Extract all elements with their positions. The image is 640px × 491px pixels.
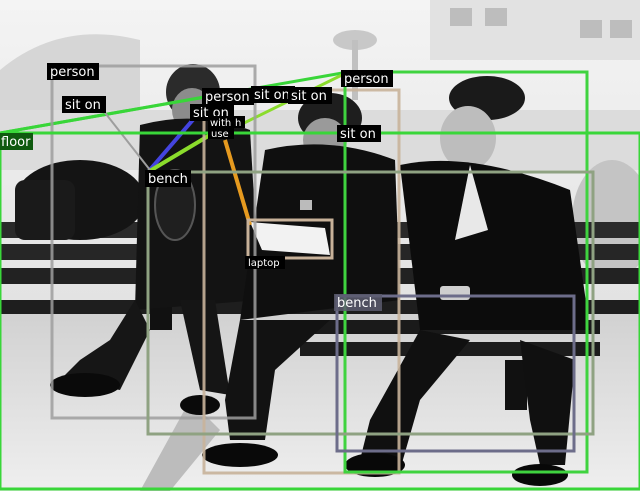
svg-text:bench: bench xyxy=(148,172,188,187)
svg-text:person: person xyxy=(205,90,250,105)
label-floor: floor xyxy=(0,133,33,150)
svg-text:floor: floor xyxy=(1,135,31,150)
label-bench-main: bench xyxy=(145,170,191,187)
svg-text:sit on: sit on xyxy=(340,127,376,142)
bbox-bench-main xyxy=(146,170,595,436)
label-relation-sit-on-1: sit on xyxy=(62,96,106,113)
svg-text:sit on: sit on xyxy=(291,89,327,104)
svg-text:with: with xyxy=(210,118,231,129)
svg-text:laptop: laptop xyxy=(248,258,280,269)
label-laptop: laptop xyxy=(245,256,285,269)
relation-line-person-sit-on-bench-lime xyxy=(146,133,212,174)
svg-text:sit on: sit on xyxy=(65,98,101,113)
svg-text:use: use xyxy=(211,129,229,140)
bbox-floor xyxy=(0,131,640,491)
relation-line-with-laptop xyxy=(223,139,252,226)
label-relation-sit-on-4: sit on xyxy=(288,87,332,104)
bbox-laptop xyxy=(246,218,334,260)
svg-text:h: h xyxy=(235,118,241,129)
svg-text:person: person xyxy=(50,65,95,80)
svg-text:person: person xyxy=(344,72,389,87)
svg-text:sit on: sit on xyxy=(254,88,290,103)
svg-text:bench: bench xyxy=(337,296,377,311)
bbox-person-left xyxy=(50,64,257,420)
label-extra-h: h xyxy=(233,116,245,129)
bbox-person-mid xyxy=(202,88,401,475)
label-person-left: person xyxy=(47,63,99,80)
bbox-person-right xyxy=(343,70,589,474)
label-person-right: person xyxy=(341,70,393,87)
label-relation-with: with xyxy=(208,116,234,129)
label-bench-right: bench xyxy=(334,294,382,311)
label-relation-use: use xyxy=(208,127,234,140)
label-person-mid: person xyxy=(202,88,254,105)
label-relation-sit-on-5: sit on xyxy=(337,125,381,142)
bbox-bench-right xyxy=(335,294,576,453)
label-relation-sit-on-3: sit on xyxy=(251,86,295,103)
relation-line-person-right-sit-on-floor xyxy=(0,70,349,135)
